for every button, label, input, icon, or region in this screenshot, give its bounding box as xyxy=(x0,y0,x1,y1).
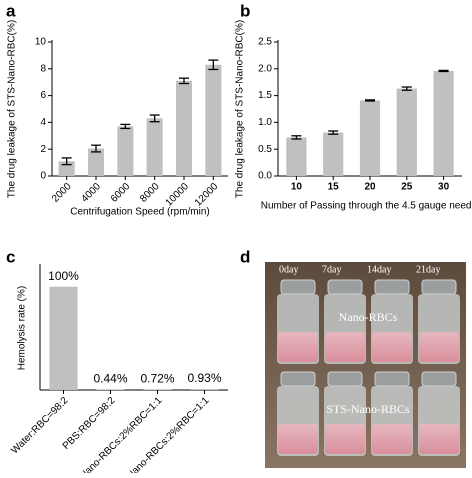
vial-liquid xyxy=(419,424,459,454)
vial-liquid xyxy=(325,424,365,454)
bar xyxy=(360,100,380,176)
panel-letter: b xyxy=(240,1,250,20)
vial-cap xyxy=(281,280,315,294)
x-tick-label: 2000 xyxy=(50,181,74,205)
vial-cap xyxy=(422,280,456,294)
y-tick-label: 10 xyxy=(35,37,47,48)
bar xyxy=(49,287,77,390)
vial-cap xyxy=(328,372,362,386)
x-tick-label: 25 xyxy=(401,182,413,193)
x-tick-label: 10000 xyxy=(164,181,192,209)
y-tick-label: 0 xyxy=(40,171,46,182)
vial-cap xyxy=(422,372,456,386)
x-axis-label: Centrifugation Speed (rpm/min) xyxy=(70,207,210,218)
y-tick-label: 2.0 xyxy=(258,63,272,74)
bar xyxy=(323,133,343,176)
bar xyxy=(176,81,192,176)
vial-cap xyxy=(281,372,315,386)
y-tick-label: 1.5 xyxy=(258,90,272,101)
bar xyxy=(433,71,453,176)
data-label: 0.72% xyxy=(140,371,174,385)
panel-letter: c xyxy=(6,247,15,266)
y-axis-label: The drug leakage of STS-Nano-RBC(%) xyxy=(7,20,18,198)
x-tick-label: 6000 xyxy=(109,181,133,205)
vial-liquid xyxy=(372,424,412,454)
photo-panel: 0day 7day 14day 21day Nano-RBCs STS-Nano… xyxy=(265,262,466,468)
row-label: STS-Nano-RBCs xyxy=(326,402,410,416)
x-tick-label: Water:RBC=98:2 xyxy=(9,395,70,456)
vial-cap xyxy=(375,372,409,386)
bar xyxy=(147,118,163,176)
bar xyxy=(117,126,133,176)
data-label: 100% xyxy=(48,269,79,283)
day-label: 7day xyxy=(322,264,341,275)
y-tick-label: 0.5 xyxy=(258,144,272,155)
vial-cap xyxy=(375,280,409,294)
vial-liquid xyxy=(325,332,365,362)
vial-liquid xyxy=(278,424,318,454)
data-label: 0.44% xyxy=(93,372,127,386)
data-label: 0.93% xyxy=(187,371,221,385)
y-tick-label: 0.0 xyxy=(258,171,272,182)
x-axis-label: Number of Passing through the 4.5 gauge … xyxy=(261,201,472,212)
row-label: Nano-RBCs xyxy=(339,310,398,324)
error-bar xyxy=(439,70,449,71)
vial-liquid xyxy=(278,332,318,362)
y-tick-label: 2 xyxy=(40,144,46,155)
bar xyxy=(397,89,417,176)
x-tick-label: 4000 xyxy=(79,181,103,205)
y-axis-label: Hemolysis rate (%) xyxy=(17,286,28,370)
bar xyxy=(143,389,171,390)
x-tick-label: 10 xyxy=(291,182,303,193)
bar xyxy=(190,389,218,390)
error-bar xyxy=(365,100,375,101)
day-label: 14day xyxy=(367,264,391,275)
x-tick-label: 12000 xyxy=(193,181,221,209)
y-axis-label: The drug leakage of STS-Nano-RBC(%) xyxy=(235,20,246,198)
y-tick-label: 6 xyxy=(40,90,46,101)
panel-letter: a xyxy=(6,1,16,20)
x-tick-label: 8000 xyxy=(138,181,162,205)
vial-liquid xyxy=(372,332,412,362)
y-tick-label: 4 xyxy=(40,117,46,128)
bar xyxy=(205,65,221,176)
y-tick-label: 2.5 xyxy=(258,37,272,48)
panel-letter: d xyxy=(240,247,250,266)
vial-liquid xyxy=(419,332,459,362)
y-tick-label: 1.0 xyxy=(258,117,272,128)
day-label: 0day xyxy=(279,264,298,275)
x-tick-label: 15 xyxy=(328,182,340,193)
x-tick-label: 30 xyxy=(438,182,450,193)
bar xyxy=(88,149,104,176)
x-tick-label: 20 xyxy=(364,182,376,193)
vial-cap xyxy=(328,280,362,294)
bar xyxy=(286,137,306,176)
day-label: 21day xyxy=(416,264,440,275)
y-tick-label: 8 xyxy=(40,63,46,74)
